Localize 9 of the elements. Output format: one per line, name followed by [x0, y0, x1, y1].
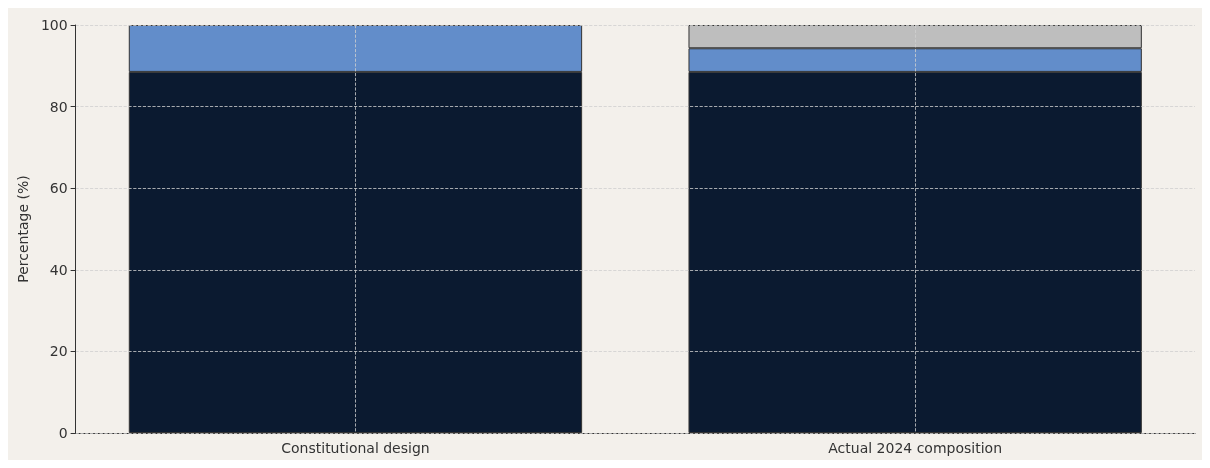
- y-tick-label: 40: [49, 261, 68, 278]
- y-tick-label: 60: [49, 180, 68, 197]
- y-tick-label: 100: [40, 17, 68, 33]
- y-tick-label: 20: [49, 343, 68, 360]
- y-tick-label: 80: [49, 98, 68, 115]
- y-axis-title: Percentage (%): [15, 175, 31, 283]
- y-tick-label: 0: [58, 425, 68, 441]
- x-tick-label: Constitutional design: [281, 440, 430, 456]
- x-tick-label: Actual 2024 composition: [828, 440, 1003, 456]
